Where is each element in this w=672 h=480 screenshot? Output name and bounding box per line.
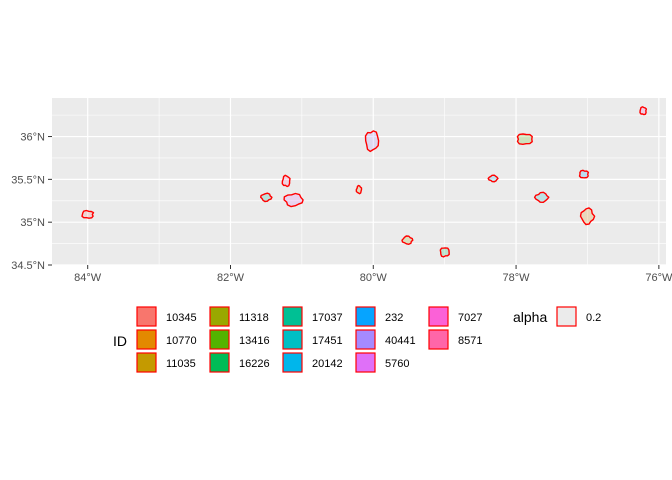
- map-panel: [52, 98, 666, 265]
- legend-key-swatch: [355, 352, 376, 373]
- region-232: [578, 169, 590, 179]
- legend-key-swatch: [282, 352, 303, 373]
- region-11035: [355, 184, 363, 195]
- legend-key-label: 17451: [312, 335, 343, 347]
- x-tick-label: 82°W: [217, 272, 245, 284]
- y-tick-label: 36°N: [20, 132, 45, 144]
- legend-key-swatch: [355, 306, 376, 327]
- legend: ID 10345 10770 11035 11318 13416 16226 17037 17…: [113, 306, 601, 373]
- region-20142: [487, 174, 499, 183]
- region-17451: [533, 191, 550, 203]
- legend-key-label: 11035: [166, 358, 196, 370]
- legend-key-label: 7027: [458, 312, 482, 324]
- legend-key-label: 11318: [239, 312, 269, 324]
- legend-key-swatch: [282, 306, 303, 327]
- region-11318: [401, 235, 414, 245]
- legend-key-label: 17037: [312, 312, 343, 324]
- region-17037: [260, 192, 273, 203]
- legend-id-keys: 10345 10770 11035 11318 13416 16226 17037 17451…: [136, 306, 482, 373]
- legend-key-swatch: [136, 329, 157, 350]
- x-axis: 84°W 82°W 80°W 78°W 76°W: [74, 265, 672, 284]
- y-axis: 34.5°N 35°N 35.5°N 36°N: [11, 132, 52, 272]
- x-tick-label: 84°W: [74, 272, 102, 284]
- region-10345: [81, 209, 95, 219]
- legend-key-swatch: [282, 329, 303, 350]
- y-tick-label: 35.5°N: [11, 174, 45, 186]
- legend-key-swatch: [136, 306, 157, 327]
- legend-key-swatch: [209, 352, 230, 373]
- legend-alpha-keys: 0.2: [556, 306, 601, 327]
- legend-key-swatch: [355, 329, 376, 350]
- legend-alpha-swatch: [556, 306, 577, 327]
- region-10770: [579, 207, 596, 226]
- legend-title-id: ID: [113, 333, 127, 349]
- legend-key-label: 5760: [385, 358, 409, 370]
- legend-title-alpha: alpha: [513, 309, 547, 325]
- y-tick-label: 35°N: [20, 217, 45, 229]
- x-tick-label: 78°W: [503, 272, 531, 284]
- x-tick-label: 76°W: [645, 272, 672, 284]
- legend-key-label: 40441: [385, 335, 416, 347]
- legend-key-swatch: [209, 306, 230, 327]
- region-7027: [639, 106, 648, 116]
- y-tick-label: 34.5°N: [11, 260, 45, 272]
- legend-key-label: 16226: [239, 358, 270, 370]
- legend-key-swatch: [209, 329, 230, 350]
- x-tick-label: 80°W: [360, 272, 388, 284]
- grid-lines: [52, 98, 666, 266]
- legend-alpha-label: 0.2: [586, 312, 601, 324]
- legend-key-label: 232: [385, 312, 403, 324]
- legend-key-label: 8571: [458, 335, 482, 347]
- legend-key-label: 20142: [312, 358, 343, 370]
- legend-key-label: 10345: [166, 312, 197, 324]
- region-8571: [281, 174, 291, 188]
- legend-key-swatch: [428, 329, 449, 350]
- legend-key-label: 10770: [166, 335, 197, 347]
- legend-key-swatch: [428, 306, 449, 327]
- region-40441: [364, 130, 380, 153]
- region-16226: [439, 247, 450, 258]
- legend-key-swatch: [136, 352, 157, 373]
- region-13416: [516, 133, 533, 145]
- legend-key-label: 13416: [239, 335, 270, 347]
- region-polygons: [81, 106, 648, 258]
- region-5760: [283, 192, 304, 208]
